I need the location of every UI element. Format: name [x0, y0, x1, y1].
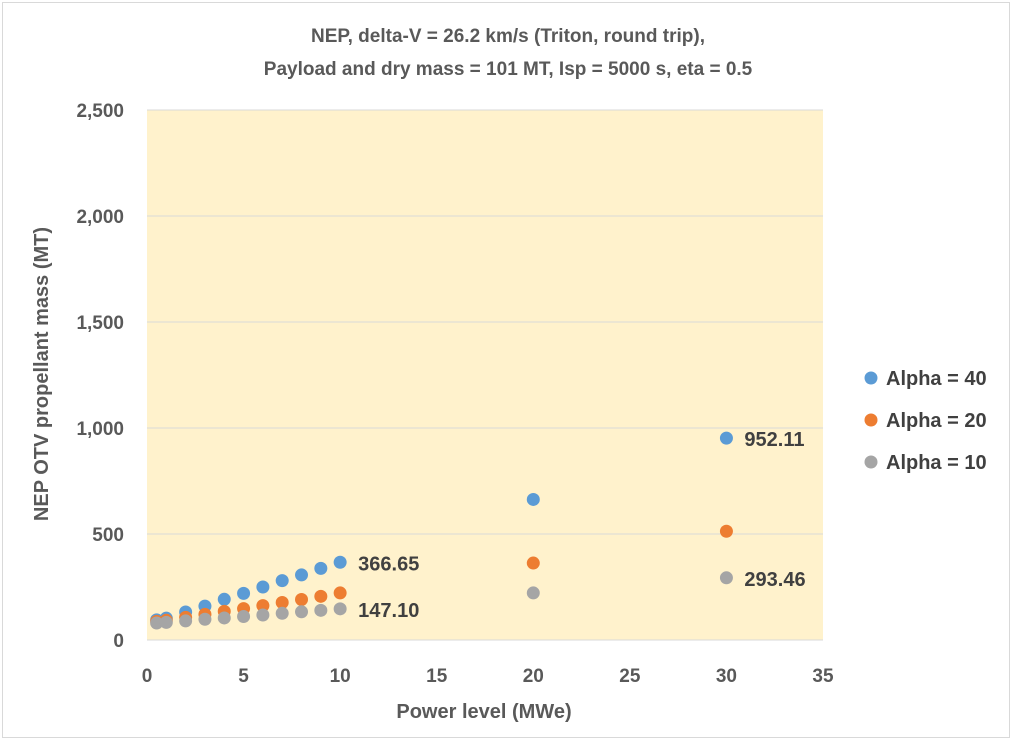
- y-tick-label: 2,000: [76, 207, 124, 228]
- data-points: [150, 431, 733, 630]
- data-point: [295, 593, 309, 607]
- data-point: [198, 612, 212, 626]
- data-point: [314, 589, 328, 603]
- data-point: [237, 609, 251, 623]
- y-tick-label: 1,000: [76, 419, 124, 440]
- data-point: [333, 602, 347, 616]
- data-point: [333, 555, 347, 569]
- legend-marker: [864, 455, 878, 469]
- data-label: 366.65: [358, 553, 419, 575]
- data-labels: 366.65 952.11 147.10 293.46: [358, 429, 805, 622]
- legend-entry: Alpha = 40: [886, 368, 987, 390]
- x-tick-label: 10: [330, 666, 351, 687]
- data-point: [256, 599, 270, 613]
- data-point: [295, 605, 309, 619]
- data-point: [217, 592, 231, 606]
- data-label: 147.10: [358, 600, 419, 622]
- data-point: [719, 524, 733, 538]
- y-axis-title: NEP OTV propellant mass (MT): [31, 227, 53, 521]
- y-tick-label: 1,500: [76, 313, 124, 334]
- data-point: [217, 611, 231, 625]
- x-axis-ticks: 0 5 10 15 20 25 30 35: [142, 666, 834, 687]
- data-point: [314, 603, 328, 617]
- data-point: [333, 586, 347, 600]
- data-point: [159, 615, 173, 629]
- data-point: [526, 556, 540, 570]
- legend-marker: [864, 413, 878, 427]
- chart-title-line-1: NEP, delta-V = 26.2 km/s (Triton, round …: [311, 26, 705, 47]
- y-tick-label: 500: [92, 525, 124, 546]
- x-tick-label: 35: [812, 666, 834, 687]
- x-tick-label: 25: [619, 666, 641, 687]
- x-tick-label: 5: [238, 666, 249, 687]
- data-point: [275, 606, 289, 620]
- x-tick-label: 0: [142, 666, 153, 687]
- data-point: [526, 586, 540, 600]
- data-point: [237, 586, 251, 600]
- y-tick-label: 0: [113, 631, 124, 652]
- x-tick-label: 15: [426, 666, 448, 687]
- gridlines: [147, 109, 823, 641]
- data-point: [275, 574, 289, 588]
- legend-entry: Alpha = 10: [886, 452, 987, 474]
- data-point: [256, 580, 270, 594]
- data-point: [295, 568, 309, 582]
- data-point: [719, 571, 733, 585]
- data-point: [526, 492, 540, 506]
- x-tick-label: 30: [716, 666, 737, 687]
- data-label: 293.46: [744, 569, 805, 591]
- data-point: [314, 561, 328, 575]
- legend-entry: Alpha = 20: [886, 410, 987, 432]
- data-point: [256, 608, 270, 622]
- data-point: [179, 614, 193, 628]
- y-axis-ticks: 0 500 1,000 1,500 2,000 2,500: [76, 101, 124, 652]
- data-point: [719, 431, 733, 445]
- data-label: 952.11: [744, 429, 804, 451]
- legend-marker: [864, 371, 878, 385]
- x-tick-label: 20: [523, 666, 544, 687]
- data-point: [150, 616, 164, 630]
- chart-title-line-2: Payload and dry mass = 101 MT, Isp = 500…: [264, 59, 753, 80]
- legend: Alpha = 40 Alpha = 20 Alpha = 10: [864, 368, 987, 474]
- y-tick-label: 2,500: [76, 101, 124, 122]
- x-axis-title: Power level (MWe): [396, 701, 571, 723]
- data-point: [275, 595, 289, 609]
- plot-area: [147, 110, 823, 640]
